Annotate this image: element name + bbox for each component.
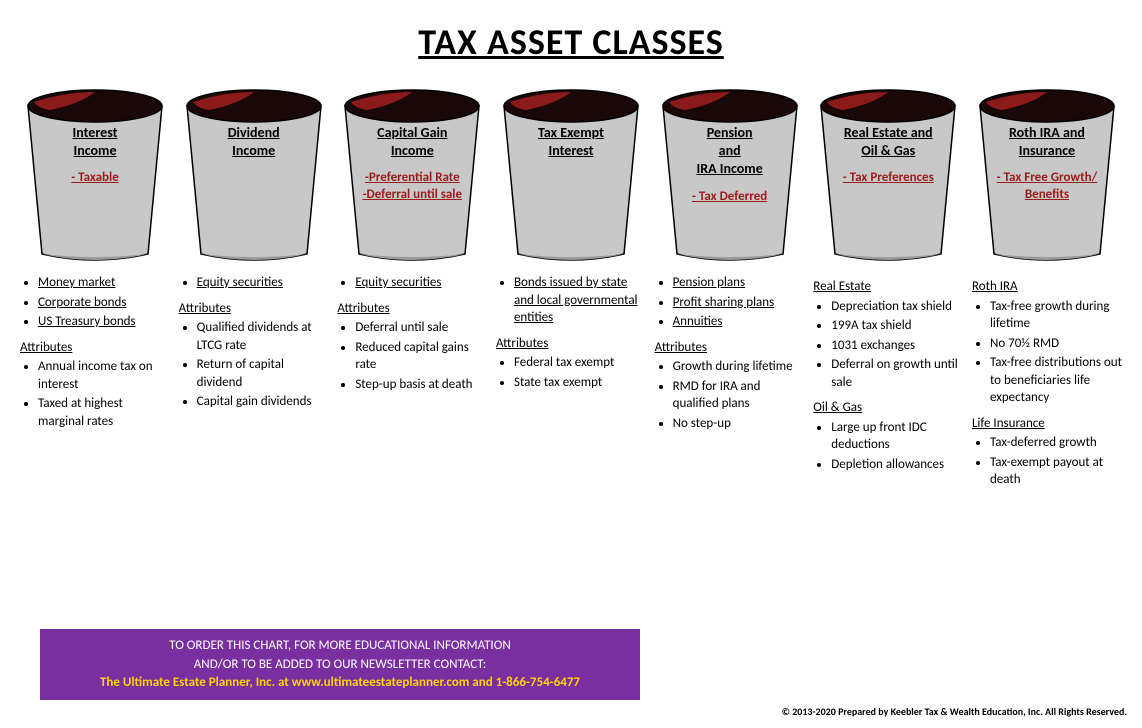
- section-heading: Oil & Gas: [813, 399, 963, 417]
- list-item: Corporate bonds: [38, 294, 170, 312]
- list-item: Deferral until sale: [355, 319, 487, 337]
- detail-column: Equity securities AttributesDeferral unti…: [337, 274, 487, 497]
- list-item: Tax-free distributions out to beneficiar…: [990, 354, 1122, 407]
- section-heading: Roth IRA: [972, 278, 1122, 296]
- order-banner: TO ORDER THIS CHART, FOR MORE EDUCATIONA…: [40, 629, 640, 700]
- bucket-name: DividendIncome: [191, 124, 317, 160]
- list-item: State tax exempt: [514, 374, 646, 392]
- bucket-name: InterestIncome: [32, 124, 158, 160]
- detail-column: Money market Corporate bondsUS Treasury b…: [20, 274, 170, 497]
- list-item: Profit sharing plans: [673, 294, 805, 312]
- bucket: Capital GainIncome -Preferential Rate-De…: [337, 84, 487, 264]
- bucket-name: Tax ExemptInterest: [508, 124, 634, 160]
- section-heading: Real Estate: [813, 278, 963, 296]
- list-item: 199A tax shield: [831, 317, 963, 335]
- bucket-name: Roth IRA andInsurance: [984, 124, 1110, 160]
- list-item: RMD for IRA and qualified plans: [673, 378, 805, 413]
- bucket: Real Estate andOil & Gas - Tax Preferenc…: [813, 84, 963, 264]
- bucket: DividendIncome: [179, 84, 329, 264]
- list-item: Bonds issued by state and local governme…: [514, 274, 646, 327]
- detail-column: Bonds issued by state and local governme…: [496, 274, 646, 497]
- section-heading: Life Insurance: [972, 415, 1122, 433]
- list-item: Annuities: [673, 313, 805, 331]
- list-item: Capital gain dividends: [197, 393, 329, 411]
- bucket-name: Real Estate andOil & Gas: [825, 124, 951, 160]
- banner-line-3: The Ultimate Estate Planner, Inc. at www…: [50, 674, 630, 692]
- bucket-tag: - Tax Preferences: [825, 170, 951, 187]
- detail-column: Real Estate Depreciation tax shield199A t…: [813, 274, 963, 497]
- banner-line-1: TO ORDER THIS CHART, FOR MORE EDUCATIONA…: [50, 637, 630, 655]
- bucket-tag: - Taxable: [32, 170, 158, 187]
- list-item: Step-up basis at death: [355, 376, 487, 394]
- list-item: Tax-exempt payout at death: [990, 454, 1122, 489]
- list-item: Pension plans: [673, 274, 805, 292]
- detail-column: Pension plans Profit sharing plansAnnuiti…: [655, 274, 805, 497]
- list-item: Growth during lifetime: [673, 358, 805, 376]
- bucket-tag: - Tax Free Growth/ Benefits: [984, 170, 1110, 204]
- list-item: Large up front IDC deductions: [831, 419, 963, 454]
- section-heading: Attributes: [20, 339, 170, 357]
- list-item: Tax-deferred growth: [990, 434, 1122, 452]
- list-item: Equity securities: [355, 274, 487, 292]
- list-item: 1031 exchanges: [831, 337, 963, 355]
- list-item: Qualified dividends at LTCG rate: [197, 319, 329, 354]
- copyright-text: © 2013-2020 Prepared by Keebler Tax & We…: [782, 705, 1127, 718]
- bucket-tag: - Tax Deferred: [667, 189, 793, 206]
- list-item: Deferral on growth until sale: [831, 356, 963, 391]
- detail-column: Roth IRA Tax-free growth during lifetime N…: [972, 274, 1122, 497]
- bucket: InterestIncome - Taxable: [20, 84, 170, 264]
- bucket: PensionandIRA Income - Tax Deferred: [655, 84, 805, 264]
- section-heading: Attributes: [179, 300, 329, 318]
- list-item: US Treasury bonds: [38, 313, 170, 331]
- list-item: No step-up: [673, 415, 805, 433]
- list-item: Money market: [38, 274, 170, 292]
- list-item: Equity securities: [197, 274, 329, 292]
- list-item: Tax-free growth during lifetime: [990, 298, 1122, 333]
- buckets-row: InterestIncome - Taxable DividendIncome …: [15, 84, 1127, 264]
- bucket-tag: -Preferential Rate-Deferral until sale: [349, 170, 475, 204]
- bucket: Tax ExemptInterest: [496, 84, 646, 264]
- list-item: Taxed at highest marginal rates: [38, 395, 170, 430]
- columns-row: Money market Corporate bondsUS Treasury b…: [15, 264, 1127, 497]
- section-heading: Attributes: [496, 335, 646, 353]
- list-item: Return of capital dividend: [197, 356, 329, 391]
- detail-column: Equity securities AttributesQualified div…: [179, 274, 329, 497]
- page-title: TAX ASSET CLASSES: [15, 20, 1127, 64]
- bucket-name: PensionandIRA Income: [667, 124, 793, 179]
- bucket-name: Capital GainIncome: [349, 124, 475, 160]
- list-item: Depreciation tax shield: [831, 298, 963, 316]
- list-item: Reduced capital gains rate: [355, 339, 487, 374]
- list-item: Depletion allowances: [831, 456, 963, 474]
- list-item: No 70½ RMD: [990, 335, 1122, 353]
- banner-line-2: AND/OR TO BE ADDED TO OUR NEWSLETTER CON…: [50, 656, 630, 674]
- section-heading: Attributes: [655, 339, 805, 357]
- list-item: Annual income tax on interest: [38, 358, 170, 393]
- list-item: Federal tax exempt: [514, 354, 646, 372]
- bucket: Roth IRA andInsurance - Tax Free Growth/…: [972, 84, 1122, 264]
- section-heading: Attributes: [337, 300, 487, 318]
